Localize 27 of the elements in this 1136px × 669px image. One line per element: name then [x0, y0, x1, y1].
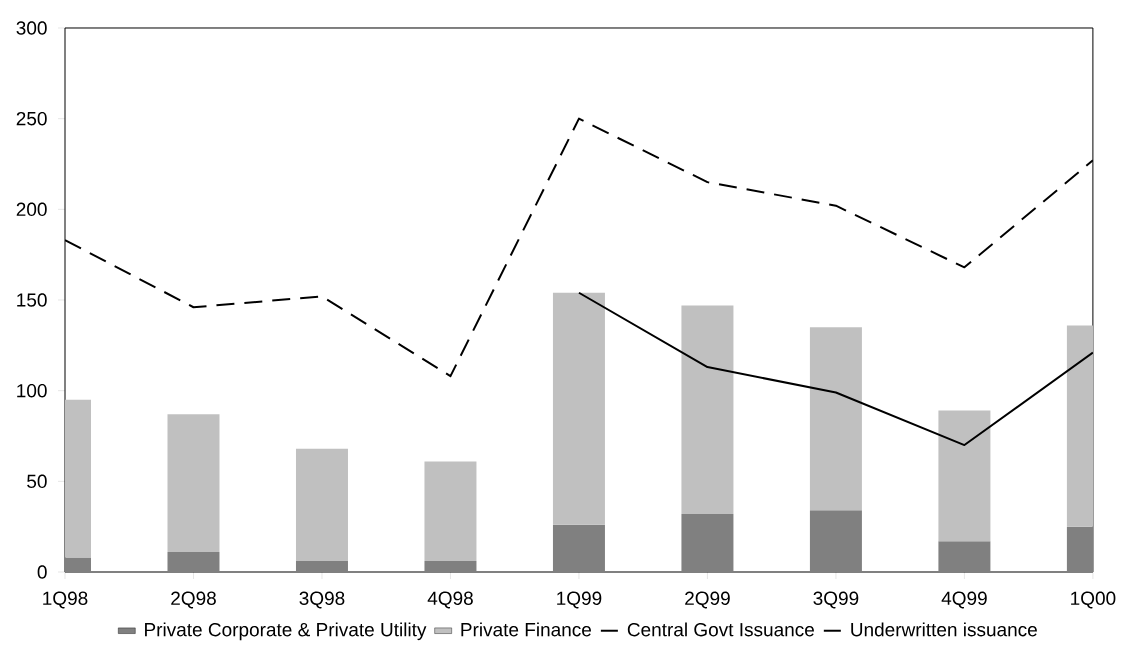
x-tick-label: 2Q99 [685, 591, 730, 609]
y-tick-label: 250 [16, 111, 47, 126]
x-tick-label: 1Q00 [1071, 591, 1116, 609]
x-tick-label: 1Q98 [43, 591, 88, 609]
bar [167, 414, 220, 553]
bar [809, 327, 862, 511]
x-tick-label: 1Q99 [557, 591, 602, 609]
bar [938, 410, 991, 542]
legend-label: Private Corporate & Private Utility [145, 622, 427, 641]
bar [552, 292, 605, 525]
y-tick-label: 0 [37, 565, 47, 579]
x-tick-label: 2Q98 [171, 591, 216, 609]
x-tick-label: 4Q99 [941, 591, 987, 609]
x-tick-label: 3Q99 [813, 591, 859, 609]
legend-label: Private Finance [461, 622, 591, 637]
legend-label: Central Govt Issuance [627, 622, 814, 637]
y-tick-label: 100 [17, 383, 47, 398]
y-tick-label: 300 [16, 21, 47, 35]
bar [295, 448, 348, 562]
y-tick-label: 50 [27, 474, 47, 489]
bar [681, 305, 734, 514]
x-tick-label: 4Q98 [427, 591, 473, 609]
x-tick-label: 3Q98 [299, 591, 345, 609]
y-tick-label: 150 [17, 293, 47, 307]
y-tick-label: 200 [16, 202, 47, 217]
legend-label: Underwritten issuance [851, 622, 1037, 637]
bar [424, 461, 477, 562]
